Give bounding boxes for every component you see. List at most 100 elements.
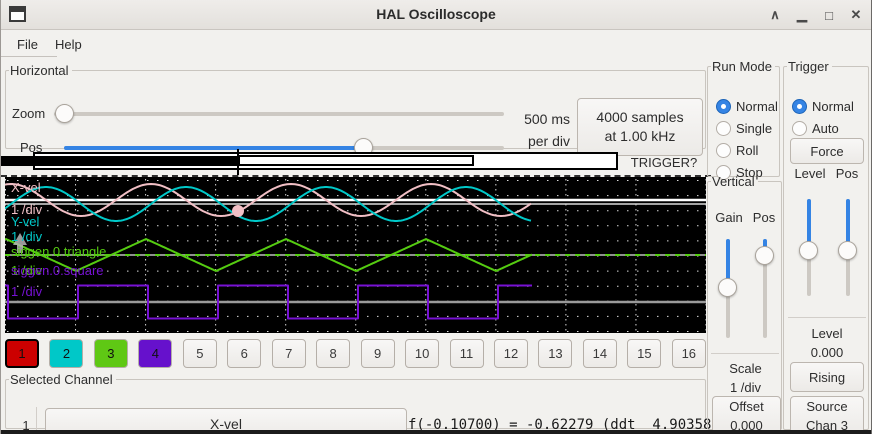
selected-channel-separator [36, 407, 37, 434]
channel-button-10[interactable]: 10 [405, 339, 440, 368]
scope-label-7: 1 /div [11, 284, 43, 299]
run-mode-option-normal[interactable]: Normal [708, 95, 779, 117]
zoom-slider-thumb[interactable] [55, 104, 74, 123]
scope-top-dashed-border [1, 175, 711, 177]
horizontal-group: Horizontal Zoom Pos 500 ms per div 4000 … [5, 63, 706, 157]
minimize-button[interactable]: ▁ [797, 7, 807, 22]
scale-label: Scale [729, 361, 762, 376]
record-inner-box [238, 155, 474, 166]
run-mode-label-single: Single [736, 120, 773, 136]
menu-item-help[interactable]: Help [55, 37, 82, 52]
trace-siggen.0.square [5, 284, 532, 320]
trigger-group: Trigger Normal Auto Force Level Pos Level… [783, 59, 869, 434]
run-mode-group: Run Mode Normal Single Roll Stop [707, 59, 780, 180]
channel-button-5[interactable]: 5 [182, 339, 217, 368]
trigger-mode-option-auto[interactable]: Auto [784, 117, 868, 139]
force-button[interactable]: Force [790, 138, 864, 164]
channel-button-8[interactable]: 8 [316, 339, 351, 368]
maximize-button[interactable]: □ [825, 7, 833, 23]
trigger-mode-label-auto: Auto [812, 120, 839, 136]
trigger-edge-button[interactable]: Rising [790, 362, 864, 392]
channel-button-12[interactable]: 12 [493, 339, 528, 368]
offset-value: 0.000 [730, 418, 763, 433]
trigger-source-button[interactable]: Source Chan 3 [790, 396, 864, 434]
vertical-group: Vertical Gain Pos Scale 1 /div Offset 0.… [707, 174, 782, 434]
run-mode-option-stop[interactable]: Stop [708, 161, 779, 183]
selected-channel-name: X-vel [210, 415, 242, 432]
run-mode-label-roll: Roll [736, 142, 759, 158]
scope-label-0: X-vel [11, 180, 41, 195]
run-mode-option-single[interactable]: Single [708, 117, 779, 139]
trigger-pos-slider-thumb[interactable] [838, 241, 857, 260]
channel-button-16[interactable]: 16 [671, 339, 706, 368]
samples-line2: at 1.00 kHz [604, 128, 676, 144]
run-mode-label-stop: Stop [736, 164, 763, 180]
offset-button[interactable]: Offset 0.000 [712, 396, 781, 434]
trigger-mode-label-normal: Normal [812, 98, 854, 114]
trigger-level-readout: Level 0.000 [788, 324, 866, 362]
selected-channel-legend: Selected Channel [10, 372, 113, 387]
samples-button[interactable]: 4000 samples at 1.00 kHz [577, 98, 703, 156]
run-mode-radio-stop[interactable] [716, 164, 731, 180]
channel-button-7[interactable]: 7 [271, 339, 306, 368]
channel-button-2[interactable]: 2 [49, 339, 84, 368]
pos-label: Pos [20, 140, 43, 155]
radio-dot [797, 103, 802, 109]
scope-canvas [4, 177, 707, 333]
channel-button-6[interactable]: 6 [227, 339, 262, 368]
scale-value: 1 /div [729, 380, 762, 395]
run-mode-radio-normal[interactable] [716, 98, 731, 114]
run-mode-option-roll[interactable]: Roll [708, 139, 779, 161]
menu-bar: File Help [1, 30, 871, 57]
selected-channel-number: 1 [22, 418, 30, 433]
zoom-label: Zoom [12, 106, 46, 121]
trigger-level-slider-thumb[interactable] [799, 241, 818, 260]
app-icon-bar [11, 8, 24, 12]
trigger-level-slider-fill [807, 199, 811, 250]
radio-dot [721, 103, 726, 109]
trigger-mode-radio-normal[interactable] [792, 98, 807, 114]
zoom-slider-track[interactable] [54, 112, 504, 116]
run-mode-radio-roll[interactable] [716, 142, 731, 158]
channel-button-9[interactable]: 9 [360, 339, 395, 368]
channel-button-14[interactable]: 14 [582, 339, 617, 368]
channel-button-13[interactable]: 13 [538, 339, 573, 368]
trigger-separator [788, 317, 866, 318]
window-title: HAL Oscilloscope [376, 6, 496, 22]
channel-button-15[interactable]: 15 [627, 339, 662, 368]
trigger-mode-radio-auto[interactable] [792, 120, 807, 136]
trigger-pos-col-label: Pos [835, 166, 859, 181]
shade-button[interactable]: ∧ [770, 7, 780, 22]
horizontal-legend: Horizontal [10, 63, 69, 78]
vertical-pos-slider-thumb[interactable] [755, 246, 774, 265]
trigger-source-value: Chan 3 [806, 418, 848, 433]
trigger-source-label: Source [806, 399, 848, 414]
run-mode-radio-single[interactable] [716, 120, 731, 136]
record-filled-bar [1, 156, 238, 166]
scope-display: X-vel 1 /div Y-vel 1 /div siggen.0.triangle 1… [4, 177, 707, 333]
run-mode-legend: Run Mode [712, 59, 772, 74]
channel-button-1[interactable]: 1 [5, 339, 39, 368]
trigger-level-arrow-icon [13, 233, 27, 253]
trigger-mode-option-normal[interactable]: Normal [784, 95, 868, 117]
menu-item-file[interactable]: File [17, 37, 38, 52]
time-per-div-value: 500 ms [524, 111, 570, 127]
probe-readout: f(-0.10700) = -0.62279 (ddt 4.90358) [408, 417, 720, 433]
selected-channel-name-button[interactable]: X-vel [45, 408, 407, 434]
offset-label: Offset [729, 399, 764, 414]
scope-label-1: 1 /div [11, 202, 43, 217]
menu-underline [1, 56, 57, 57]
channel-button-11[interactable]: 11 [449, 339, 484, 368]
trigger-level-col-label: Level [794, 166, 826, 181]
channel-button-3[interactable]: 3 [93, 339, 128, 368]
channel-button-row: 1 2 3 4 5 6 7 8 9 10 11 12 13 14 15 16 [5, 339, 706, 368]
close-button[interactable]: ✕ [850, 7, 862, 22]
pos-slider-track[interactable] [64, 146, 504, 150]
pos-slider-fill [64, 146, 364, 150]
app-icon [9, 6, 26, 22]
gain-slider-thumb[interactable] [718, 278, 737, 297]
vertical-legend: Vertical [712, 174, 755, 189]
scope-label-5: 1 /div [11, 263, 43, 278]
channel-button-4[interactable]: 4 [138, 339, 173, 368]
